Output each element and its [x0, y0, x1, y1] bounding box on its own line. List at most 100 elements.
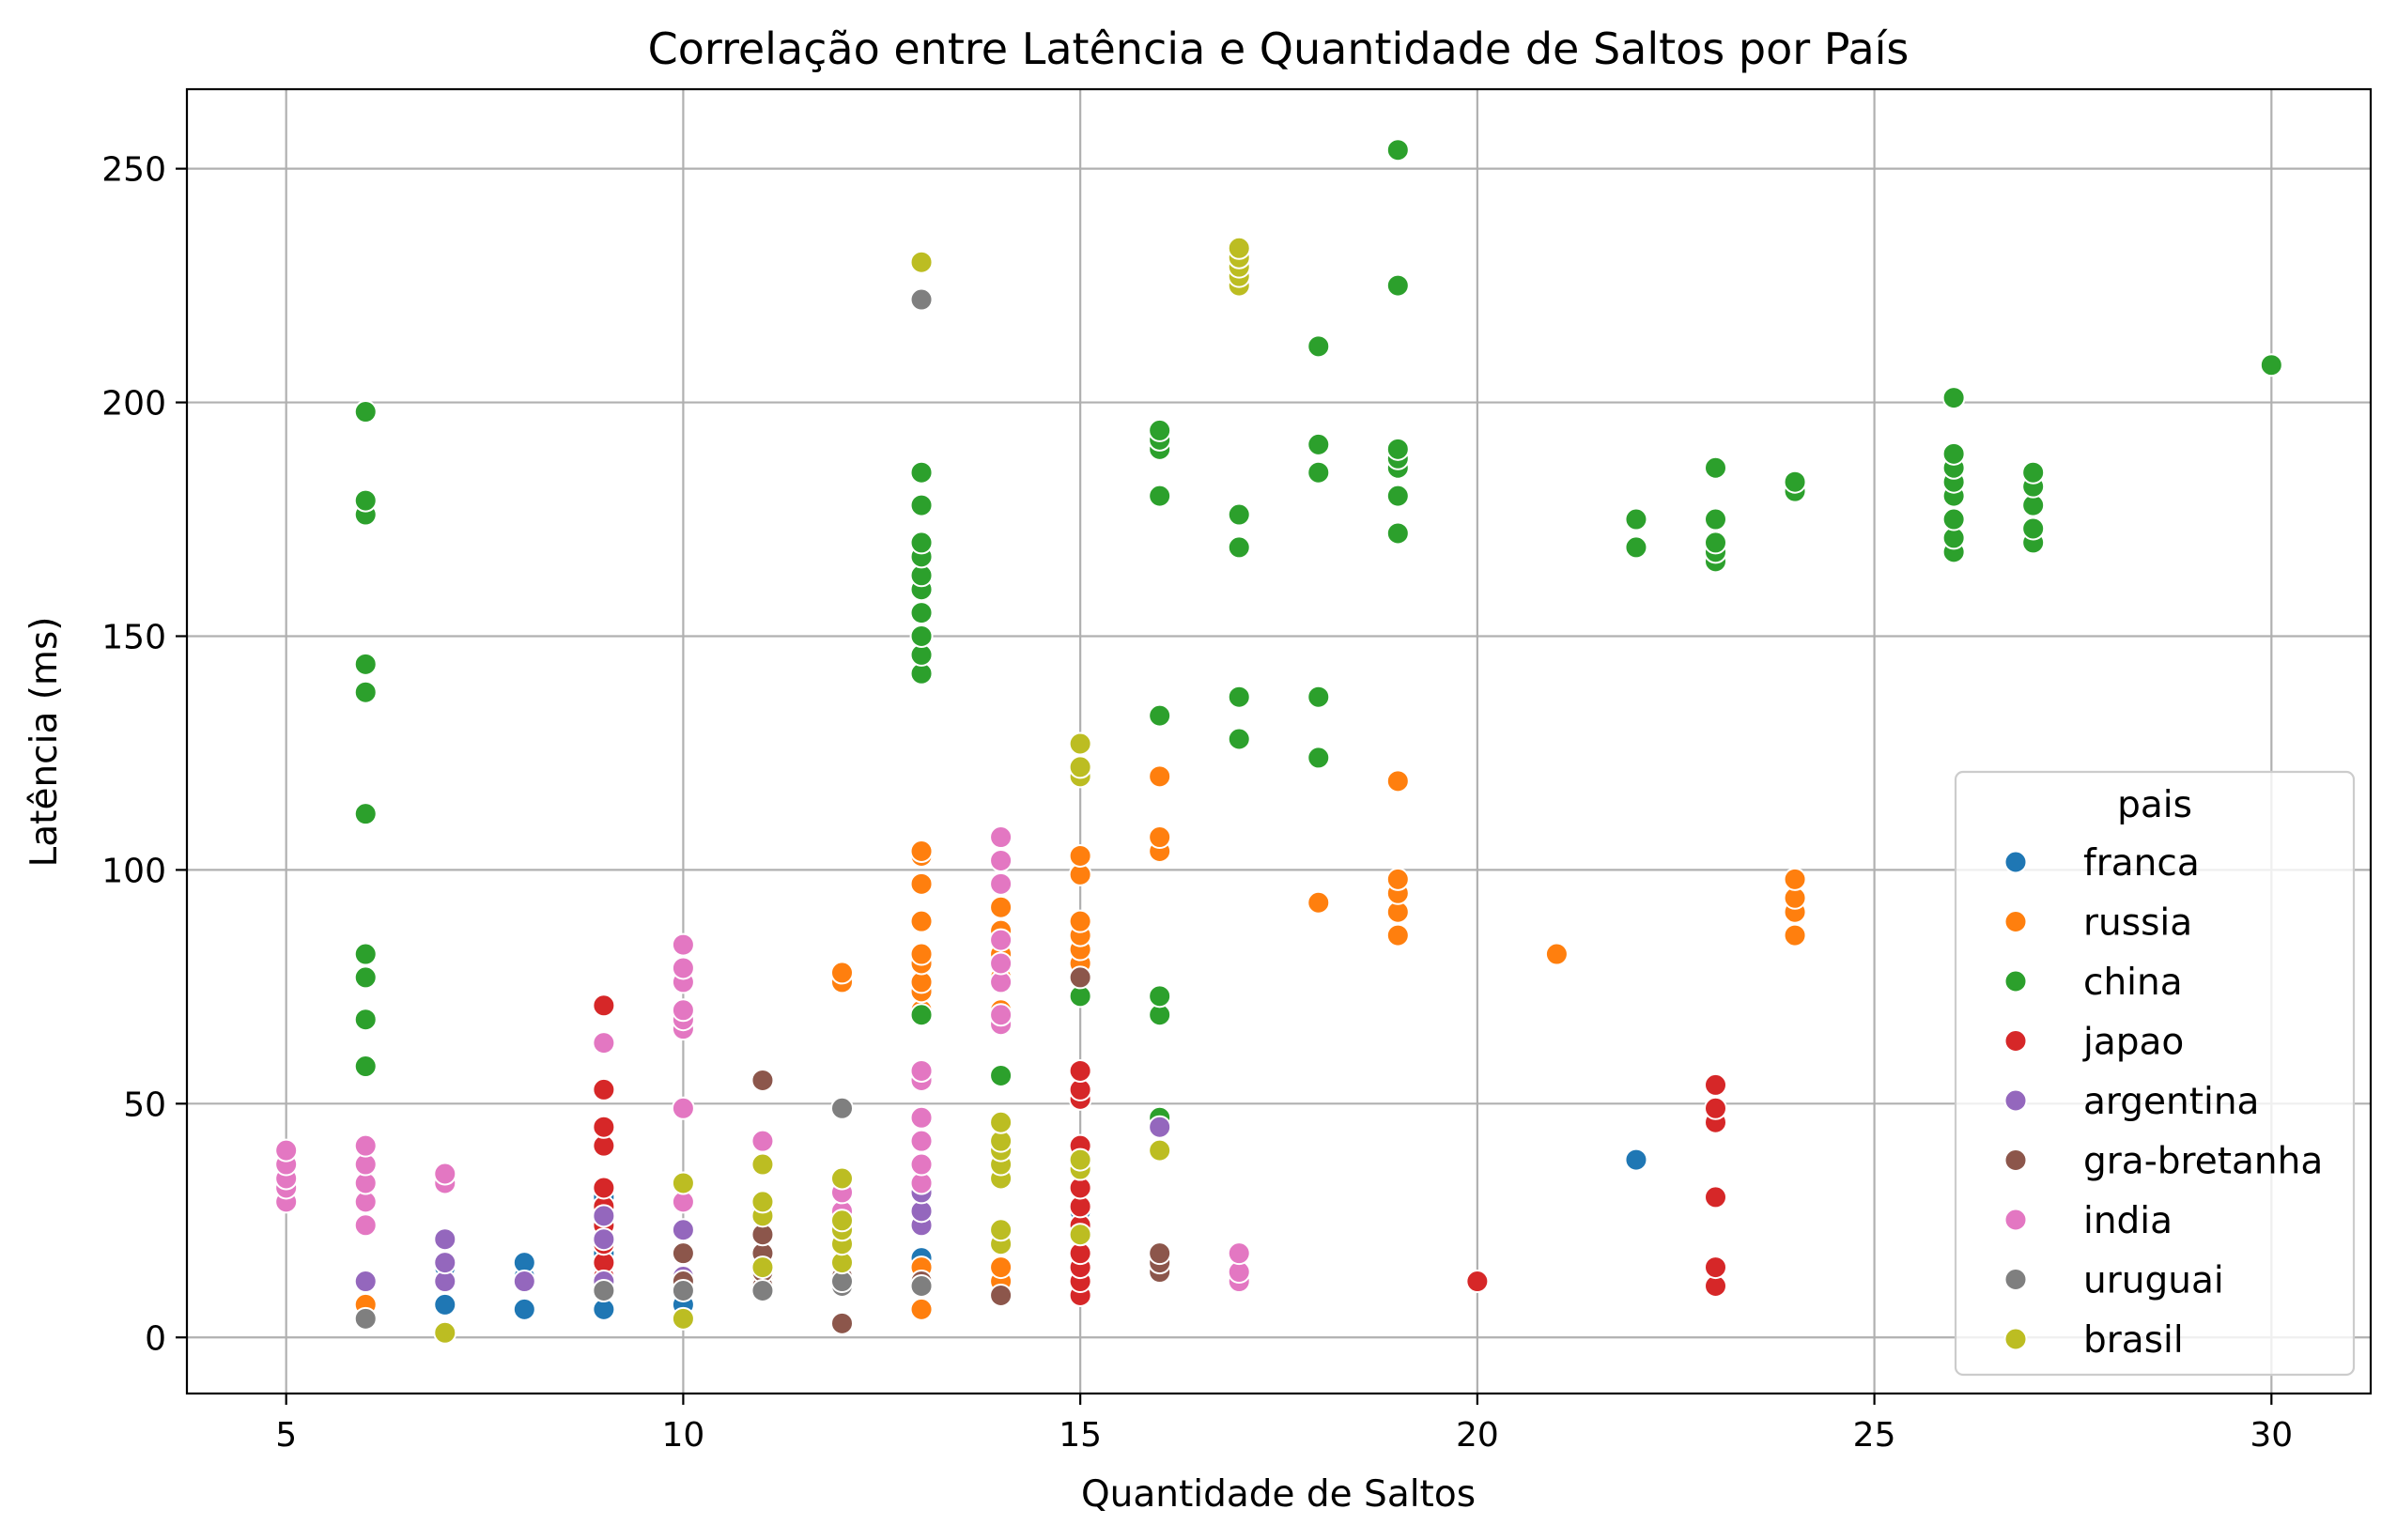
data-point-china: [1148, 703, 1172, 728]
series-india: [274, 825, 1251, 1294]
data-point-brasil: [1148, 1138, 1172, 1163]
y-tick-label: 0: [145, 1319, 166, 1358]
data-point-argentina: [592, 1227, 616, 1252]
y-tick-label: 250: [101, 151, 166, 190]
data-point-china: [1704, 455, 1727, 480]
data-point-brasil: [1068, 755, 1092, 779]
legend-items: franca russia china japao argentina gra-breta…: [2003, 842, 2323, 1362]
data-point-russia: [909, 1297, 934, 1321]
data-point-gra-bretanha: [1148, 1241, 1172, 1266]
data-point-brasil: [989, 1218, 1013, 1242]
data-point-russia: [909, 839, 934, 863]
x-axis-label: Quantidade de Saltos: [1081, 1473, 1476, 1516]
series-uruguai: [353, 287, 934, 1331]
data-point-uruguai: [671, 1278, 695, 1302]
data-point-argentina: [671, 1218, 695, 1242]
data-point-china: [1227, 535, 1251, 560]
data-point-brasil: [750, 1255, 775, 1280]
data-point-india: [909, 1129, 934, 1153]
data-point-japao: [1068, 1058, 1092, 1083]
y-tick-label: 150: [101, 618, 166, 656]
data-point-brasil: [671, 1171, 695, 1195]
data-point-china: [1227, 502, 1251, 527]
data-point-china: [909, 531, 934, 555]
data-point-china: [1704, 531, 1727, 555]
data-point-brasil: [671, 1306, 695, 1331]
data-point-china: [353, 400, 378, 424]
legend-label-franca: franca: [2083, 842, 2200, 885]
data-point-china: [353, 680, 378, 704]
data-point-gra-bretanha: [1068, 965, 1092, 990]
legend-box: [1954, 770, 2356, 1377]
x-tick-label: 5: [275, 1416, 297, 1455]
data-point-india: [1227, 1241, 1251, 1266]
legend-label-uruguai: uruguai: [2083, 1260, 2224, 1302]
data-point-china: [1307, 685, 1331, 709]
y-tick-label: 100: [101, 852, 166, 890]
data-point-china: [353, 652, 378, 676]
x-tick-label: 25: [1853, 1416, 1896, 1455]
data-point-gra-bretanha: [989, 1283, 1013, 1307]
data-point-india: [909, 1152, 934, 1177]
data-point-argentina: [433, 1227, 457, 1252]
data-point-india: [989, 951, 1013, 976]
x-tick-label: 15: [1059, 1416, 1102, 1455]
data-point-china: [1385, 138, 1410, 162]
data-point-japao: [592, 1115, 616, 1139]
data-point-russia: [909, 909, 934, 933]
data-point-india: [989, 928, 1013, 952]
data-point-china: [1385, 521, 1410, 546]
data-point-franca: [512, 1297, 536, 1321]
data-point-india: [989, 871, 1013, 896]
data-point-china: [1941, 441, 1966, 466]
legend-marker-uruguai: [2003, 1268, 2028, 1291]
data-point-india: [909, 1105, 934, 1130]
data-point-india: [274, 1138, 299, 1163]
data-point-china: [1227, 685, 1251, 709]
data-point-china: [1148, 984, 1172, 1009]
data-point-russia: [1783, 923, 1807, 947]
data-point-argentina: [592, 1204, 616, 1228]
data-points: [274, 138, 2283, 1345]
y-tick-label: 50: [123, 1086, 166, 1124]
data-point-uruguai: [750, 1278, 775, 1302]
x-tick-label: 10: [662, 1416, 705, 1455]
data-point-china: [1148, 418, 1172, 442]
data-point-china: [353, 488, 378, 513]
data-point-china: [1385, 484, 1410, 508]
data-point-brasil: [750, 1152, 775, 1177]
data-point-japao: [1465, 1270, 1490, 1294]
data-point-china: [1307, 460, 1331, 485]
data-point-argentina: [433, 1251, 457, 1275]
data-point-argentina: [512, 1270, 536, 1294]
data-point-india: [353, 1213, 378, 1238]
data-point-india: [671, 1096, 695, 1120]
data-point-russia: [1385, 867, 1410, 891]
data-point-brasil: [989, 1110, 1013, 1134]
data-point-china: [1307, 746, 1331, 770]
data-point-brasil: [830, 1166, 854, 1191]
data-point-india: [671, 932, 695, 957]
data-point-russia: [1385, 769, 1410, 793]
data-point-uruguai: [909, 1273, 934, 1298]
data-point-japao: [1704, 1255, 1727, 1280]
data-point-japao: [592, 1176, 616, 1200]
data-point-india: [989, 825, 1013, 850]
data-point-russia: [1544, 942, 1569, 966]
legend: pais franca russia china japao argentina gra-…: [1954, 770, 2356, 1377]
data-point-uruguai: [830, 1096, 854, 1120]
data-point-india: [433, 1162, 457, 1186]
x-tick-label: 20: [1456, 1416, 1499, 1455]
data-point-india: [353, 1133, 378, 1158]
data-point-brasil: [1068, 1147, 1092, 1172]
data-point-china: [353, 1055, 378, 1079]
legend-marker-gra-bretanha: [2003, 1148, 2028, 1172]
data-point-india: [909, 1058, 934, 1083]
data-point-china: [353, 1008, 378, 1032]
data-point-china: [1624, 507, 1648, 531]
data-point-russia: [989, 1255, 1013, 1280]
data-point-argentina: [353, 1270, 378, 1294]
data-point-brasil: [830, 1209, 854, 1233]
data-point-china: [909, 493, 934, 517]
